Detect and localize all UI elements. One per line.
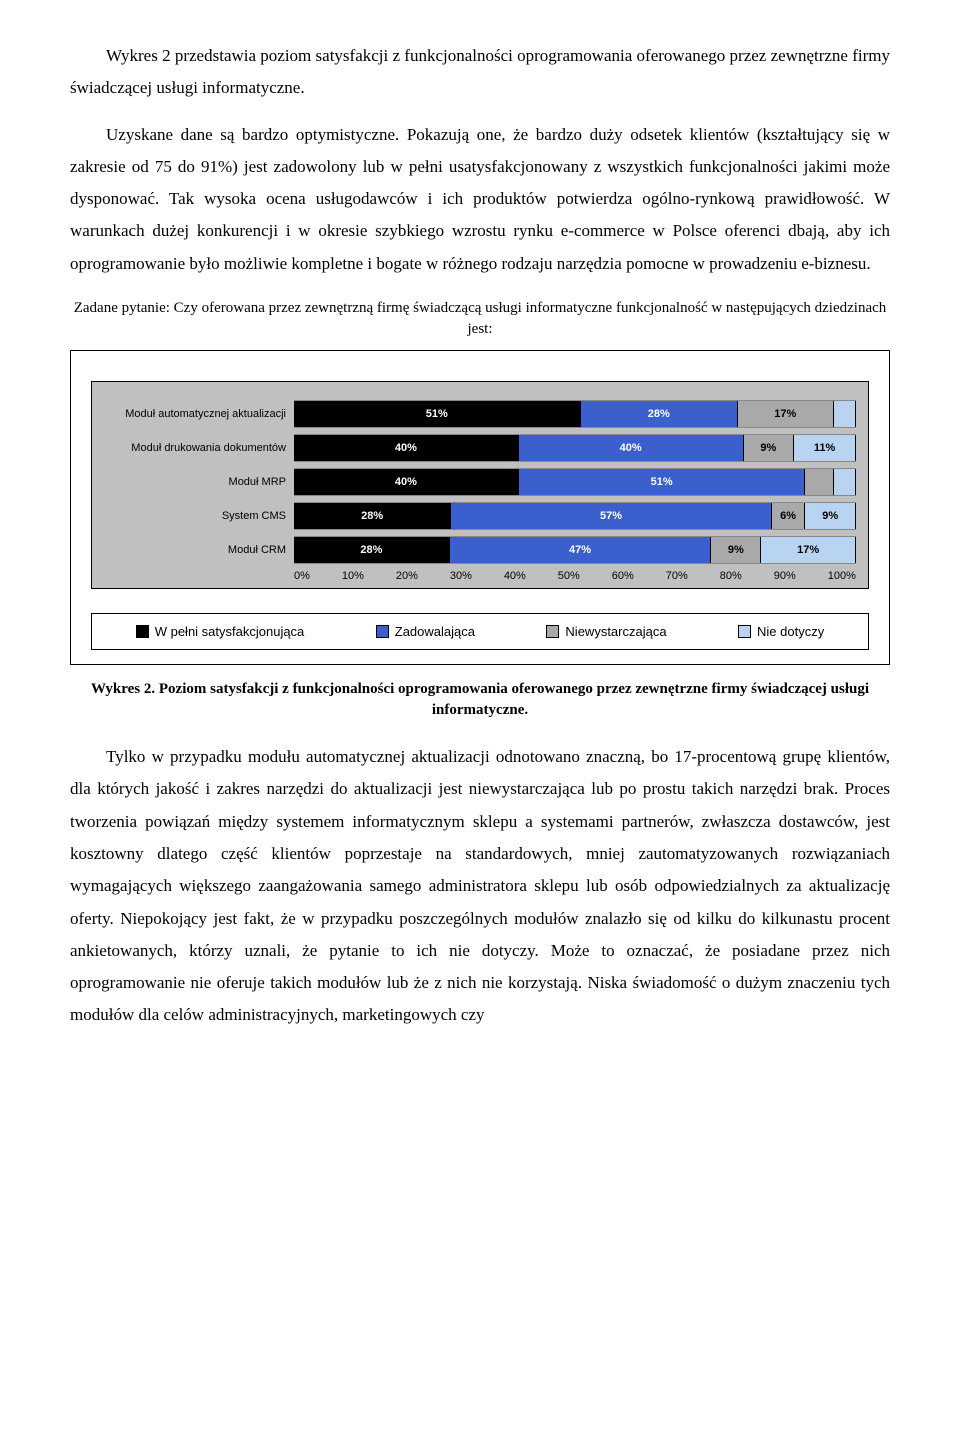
bar-segment: 28%	[581, 401, 738, 427]
x-tick-label: 20%	[396, 570, 418, 582]
chart-container: Moduł automatycznej aktualizacji51%28%17…	[70, 350, 890, 665]
legend-label: Niewystarczająca	[565, 624, 666, 639]
bar-segment: 17%	[761, 537, 856, 563]
bar-segment: 28%	[294, 503, 451, 529]
bar-category-label: Moduł MRP	[104, 476, 294, 488]
legend-item: Niewystarczająca	[546, 624, 666, 639]
legend-item: Zadowalająca	[376, 624, 475, 639]
bar-segment: 28%	[294, 537, 450, 563]
bar-segment: 17%	[738, 401, 834, 427]
bar-track: 51%28%17%	[294, 400, 856, 428]
legend-label: W pełni satysfakcjonująca	[155, 624, 305, 639]
chart-caption: Wykres 2. Poziom satysfakcji z funkcjona…	[70, 679, 890, 721]
bar-category-label: Moduł drukowania dokumentów	[104, 442, 294, 454]
x-axis-ticks: 0% 10% 20% 30% 40% 50% 60% 70% 80% 90% 100%	[294, 570, 856, 582]
bar-segment: 51%	[294, 401, 581, 427]
paragraph-3-text: Tylko w przypadku modułu automatycznej a…	[70, 747, 890, 1024]
paragraph-1-text: Wykres 2 przedstawia poziom satysfakcji …	[70, 46, 890, 97]
bar-segment: 40%	[294, 435, 519, 461]
x-tick-label: 40%	[504, 570, 526, 582]
bar-row: System CMS28%57%6%9%	[104, 502, 856, 530]
caption-text: Poziom satysfakcji z funkcjonalności opr…	[155, 681, 869, 718]
bar-segment: 9%	[744, 435, 795, 461]
bar-track: 28%57%6%9%	[294, 502, 856, 530]
bar-row: Moduł automatycznej aktualizacji51%28%17…	[104, 400, 856, 428]
bar-segment: 9%	[711, 537, 761, 563]
legend-item: W pełni satysfakcjonująca	[136, 624, 305, 639]
legend-swatch	[546, 625, 559, 638]
bar-category-label: Moduł CRM	[104, 544, 294, 556]
legend-swatch	[738, 625, 751, 638]
legend-label: Zadowalająca	[395, 624, 475, 639]
bar-segment: 40%	[294, 469, 519, 495]
bar-segment	[834, 469, 856, 495]
bar-segment: 47%	[450, 537, 712, 563]
bar-segment: 51%	[519, 469, 806, 495]
paragraph-1: Wykres 2 przedstawia poziom satysfakcji …	[70, 40, 890, 105]
bar-segment	[805, 469, 833, 495]
bar-track: 40%51%	[294, 468, 856, 496]
bar-track: 28%47%9%17%	[294, 536, 856, 564]
legend-item: Nie dotyczy	[738, 624, 824, 639]
x-tick-label: 70%	[666, 570, 688, 582]
legend-swatch	[376, 625, 389, 638]
paragraph-3: Tylko w przypadku modułu automatycznej a…	[70, 741, 890, 1032]
bar-row: Moduł CRM28%47%9%17%	[104, 536, 856, 564]
x-axis: 0% 10% 20% 30% 40% 50% 60% 70% 80% 90% 100%	[104, 570, 856, 582]
x-tick-label: 90%	[774, 570, 796, 582]
bar-segment	[834, 401, 856, 427]
legend-label: Nie dotyczy	[757, 624, 824, 639]
x-tick-label: 60%	[612, 570, 634, 582]
x-tick-label: 10%	[342, 570, 364, 582]
legend-swatch	[136, 625, 149, 638]
paragraph-2: Uzyskane dane są bardzo optymistyczne. P…	[70, 119, 890, 280]
bar-segment: 9%	[805, 503, 856, 529]
bar-category-label: System CMS	[104, 510, 294, 522]
bar-segment: 6%	[772, 503, 806, 529]
x-tick-label: 50%	[558, 570, 580, 582]
chart-legend: W pełni satysfakcjonująca Zadowalająca Nie…	[91, 613, 869, 650]
bar-segment: 11%	[794, 435, 856, 461]
bar-segment: 57%	[451, 503, 771, 529]
chart-question: Zadane pytanie: Czy oferowana przez zewn…	[70, 298, 890, 340]
caption-label: Wykres 2.	[91, 681, 155, 697]
paragraph-2-text: Uzyskane dane są bardzo optymistyczne. P…	[70, 125, 890, 273]
bar-track: 40%40%9%11%	[294, 434, 856, 462]
bar-category-label: Moduł automatycznej aktualizacji	[104, 408, 294, 420]
chart-plot-area: Moduł automatycznej aktualizacji51%28%17…	[91, 381, 869, 589]
x-tick-label: 80%	[720, 570, 742, 582]
x-tick-label: 100%	[828, 570, 856, 582]
bar-row: Moduł MRP40%51%	[104, 468, 856, 496]
bar-row: Moduł drukowania dokumentów40%40%9%11%	[104, 434, 856, 462]
x-tick-label: 0%	[294, 570, 310, 582]
bar-segment: 40%	[519, 435, 744, 461]
x-tick-label: 30%	[450, 570, 472, 582]
